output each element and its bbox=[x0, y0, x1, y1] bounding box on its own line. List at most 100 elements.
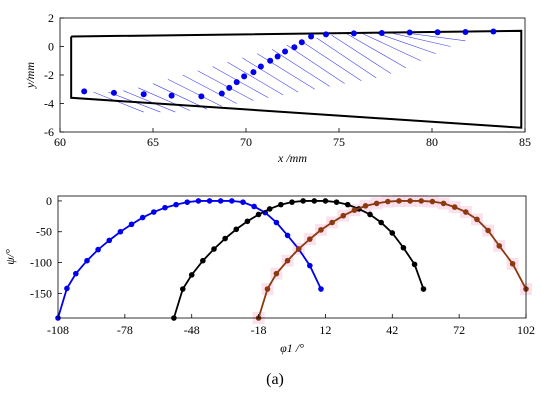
data-point bbox=[298, 39, 305, 46]
series-point bbox=[396, 198, 402, 204]
hatch-line bbox=[316, 37, 377, 79]
series-point bbox=[389, 230, 396, 236]
series-line bbox=[257, 200, 527, 319]
series-point bbox=[344, 201, 351, 208]
plot-frame bbox=[57, 195, 527, 319]
series-point bbox=[385, 198, 391, 205]
series-point bbox=[295, 246, 302, 252]
hatch-line bbox=[167, 79, 222, 107]
hatch-line bbox=[182, 74, 237, 104]
hatch-line bbox=[286, 44, 345, 84]
boundary-outline bbox=[70, 29, 523, 129]
x-axis-label: φ1 /° bbox=[280, 341, 304, 355]
data-point bbox=[218, 90, 225, 97]
series-point bbox=[322, 198, 329, 204]
x-tick-label: 12 bbox=[319, 323, 331, 337]
series-point bbox=[195, 198, 202, 204]
series-point bbox=[251, 203, 257, 210]
series-point bbox=[139, 214, 146, 221]
data-point bbox=[233, 79, 240, 86]
hatch-line bbox=[391, 32, 451, 47]
x-tick-label: -78 bbox=[117, 323, 133, 337]
series-point bbox=[474, 216, 480, 223]
hatch-lines bbox=[93, 32, 466, 113]
series-point bbox=[211, 246, 217, 252]
point-markers bbox=[81, 28, 497, 100]
y-tick-label: 2 bbox=[48, 11, 54, 25]
x-tick-label: 75 bbox=[333, 135, 345, 149]
series-point bbox=[128, 221, 135, 228]
series-point bbox=[117, 228, 124, 235]
series-point bbox=[222, 235, 228, 242]
hatch-line bbox=[93, 91, 144, 113]
hatch-line bbox=[152, 83, 208, 110]
series-point bbox=[200, 257, 206, 264]
data-point bbox=[81, 88, 88, 95]
series-point bbox=[273, 270, 280, 277]
hatch-line bbox=[227, 61, 284, 96]
x-tick-label: 70 bbox=[240, 135, 252, 149]
x-tick-label: 72 bbox=[453, 323, 465, 337]
data-point bbox=[198, 93, 205, 100]
series-point bbox=[180, 286, 186, 292]
y-tick-label: -150 bbox=[30, 286, 52, 300]
x-tick-label: -18 bbox=[251, 323, 267, 337]
series-point bbox=[84, 257, 90, 264]
series-line bbox=[57, 200, 322, 319]
series-point bbox=[73, 270, 79, 277]
series-point bbox=[284, 232, 291, 239]
x-tick-label: 102 bbox=[517, 323, 535, 337]
angle-plot: -108 -78 -48 -18 12 42 72 102 0 -50 -100 -150 φ1 /… bbox=[3, 194, 535, 355]
series-point bbox=[307, 262, 313, 269]
subfigure-caption: (a) bbox=[266, 371, 284, 388]
series-point bbox=[95, 246, 101, 253]
hatch-line bbox=[271, 49, 330, 87]
series-point bbox=[106, 237, 113, 244]
y-tick-label: 0 bbox=[48, 40, 54, 54]
series-point bbox=[64, 285, 70, 292]
series-point bbox=[318, 286, 324, 292]
series-point bbox=[362, 203, 369, 209]
hatch-line bbox=[137, 87, 191, 111]
series-lines bbox=[55, 198, 529, 321]
series-point bbox=[188, 272, 195, 278]
series-point bbox=[284, 257, 291, 264]
y-tick-label: -100 bbox=[30, 256, 52, 270]
series-point bbox=[340, 212, 347, 219]
series-point bbox=[206, 198, 213, 204]
series-point bbox=[307, 236, 313, 242]
position-plot: 60 65 70 75 80 85 2 0 -2 -4 -6 x /mm y/mm bbox=[23, 11, 531, 165]
data-point bbox=[241, 73, 248, 80]
series-point bbox=[329, 219, 335, 226]
series-point bbox=[378, 219, 384, 226]
data-point bbox=[490, 28, 497, 35]
data-point bbox=[282, 48, 289, 55]
series-point bbox=[418, 198, 425, 204]
series-point bbox=[233, 226, 240, 233]
series-point bbox=[420, 286, 427, 292]
series-point bbox=[278, 201, 284, 208]
series-point bbox=[300, 198, 306, 204]
y-axis-label: ψ/° bbox=[3, 249, 17, 265]
series-point bbox=[184, 199, 191, 205]
y-tick-label: -50 bbox=[36, 225, 52, 239]
hatch-line bbox=[376, 32, 436, 54]
data-point bbox=[434, 29, 441, 36]
series-point bbox=[162, 204, 168, 211]
series-point bbox=[407, 198, 413, 204]
series-point bbox=[173, 201, 179, 208]
hatch-line bbox=[405, 32, 466, 42]
x-tick-label: 42 bbox=[386, 323, 398, 337]
data-point bbox=[226, 84, 233, 91]
x-tick-label: 60 bbox=[54, 135, 66, 149]
x-tick-label: 80 bbox=[426, 135, 438, 149]
series-line bbox=[173, 200, 425, 319]
x-tick-label: 85 bbox=[519, 135, 531, 149]
hatch-line bbox=[197, 70, 254, 101]
series-point bbox=[373, 200, 380, 207]
series-point bbox=[289, 199, 295, 205]
hatch-line bbox=[123, 90, 176, 113]
y-tick-label: -6 bbox=[44, 125, 54, 139]
data-point bbox=[462, 28, 469, 35]
